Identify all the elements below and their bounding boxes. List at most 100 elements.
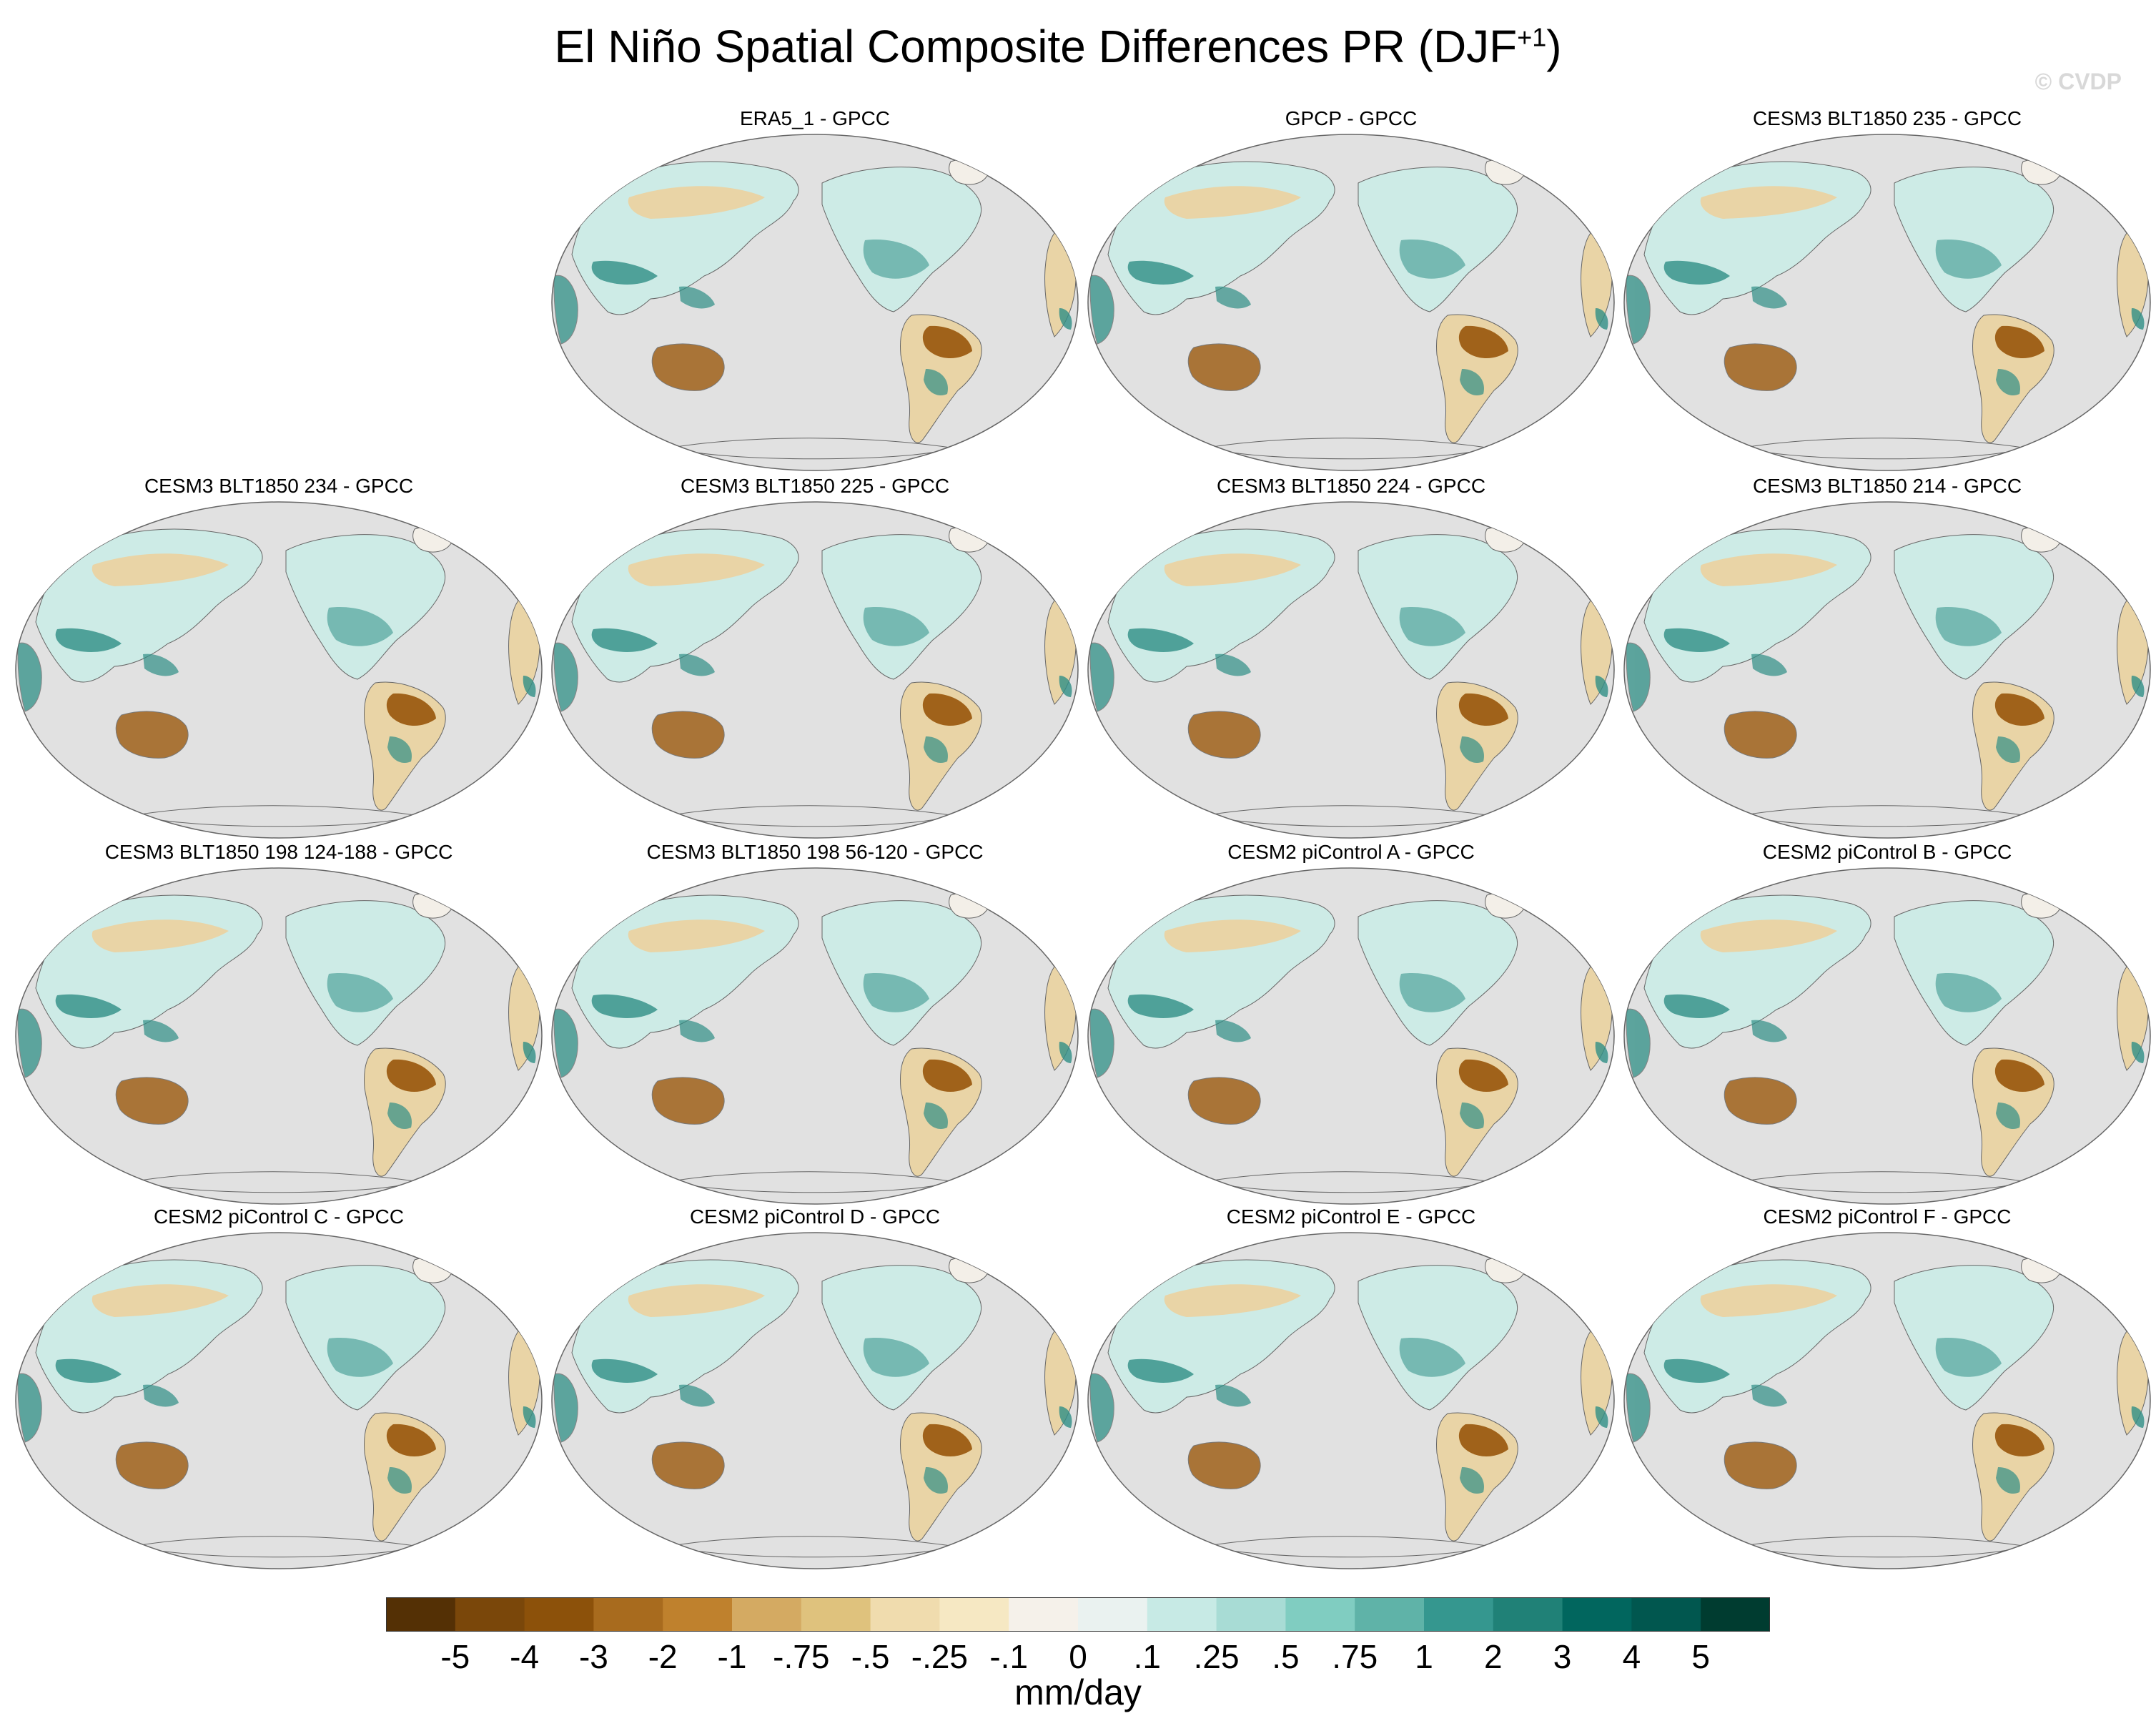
east-africa-wet-patch (1595, 308, 1608, 330)
south-america-wet-patch (1460, 1103, 1484, 1130)
maritime-continent (143, 654, 179, 676)
colorbar-tick-label: 1 (1415, 1638, 1433, 1675)
australia (651, 711, 725, 759)
panel-title: ERA5_1 - GPCC (739, 107, 891, 129)
colorbar-box (1493, 1597, 1563, 1632)
map-panel: CESM3 BLT1850 225 - GPCC (550, 475, 1079, 839)
north-america (1358, 900, 1518, 1046)
north-america (821, 167, 982, 312)
north-america-wet-patch (1399, 1338, 1465, 1377)
south-america-wet-patch (924, 369, 948, 396)
colorbar-tick-labels: -5 -4 -3 -2 -1 -.75 -.5 -.25 -.1 0 .1 .25 .5 .75 1 2 3 4 5 (386, 1637, 1770, 1675)
colorbar-frame (386, 1597, 1770, 1632)
north-america-wet-patch (1399, 240, 1465, 279)
eurasia-dry-patch (1164, 553, 1301, 586)
map-panel: CESM2 piControl E - GPCC (1087, 1205, 1616, 1570)
north-america (285, 900, 446, 1046)
maritime-continent (1751, 654, 1787, 676)
east-africa-wet-patch (2131, 1042, 2145, 1063)
south-asia-wet-patch (1663, 1358, 1730, 1383)
africa-west-edge (1626, 1008, 1651, 1078)
east-africa-wet-patch (523, 676, 536, 697)
north-america (821, 534, 982, 680)
colorbar-box (1009, 1597, 1079, 1632)
colorbar-box (801, 1597, 871, 1632)
amazon-dry-patch (1994, 325, 2044, 359)
east-africa-wet-patch (1059, 1406, 1072, 1428)
africa-west-edge (1626, 1373, 1651, 1443)
world-map (1087, 134, 1615, 471)
eurasia-dry-patch (92, 919, 229, 952)
north-america-wet-patch (327, 973, 393, 1012)
eurasia-dry-patch (1700, 553, 1837, 586)
maritime-continent (679, 1020, 715, 1042)
map-panel: GPCP - GPCC (1087, 107, 1616, 472)
north-america (285, 1265, 446, 1411)
australia (115, 1077, 189, 1125)
north-america (1358, 1265, 1518, 1411)
north-america-wet-patch (1399, 607, 1465, 646)
colorbar-box (1701, 1597, 1770, 1632)
eurasia-dry-patch (628, 186, 765, 219)
amazon-dry-patch (1994, 1059, 2044, 1093)
australia (1187, 711, 1261, 759)
amazon-dry-patch (1458, 693, 1508, 726)
amazon-dry-patch (922, 1424, 972, 1457)
australia (1724, 1441, 1797, 1489)
east-africa-wet-patch (1059, 308, 1072, 330)
eurasia-dry-patch (1700, 1284, 1837, 1317)
colorbar-box (1355, 1597, 1425, 1632)
australia (115, 711, 189, 759)
south-america-wet-patch (1996, 369, 2020, 396)
maritime-continent (679, 654, 715, 676)
north-america (1358, 167, 1518, 312)
panel-title: CESM3 BLT1850 224 - GPCC (1216, 475, 1486, 497)
world-map (1087, 1232, 1615, 1569)
africa-west-edge (1089, 642, 1114, 712)
south-america-wet-patch (924, 1467, 948, 1494)
colorbar-tick-label: -.75 (773, 1638, 830, 1675)
panel-title: CESM2 piControl D - GPCC (689, 1205, 941, 1228)
panel-title: CESM2 piControl A - GPCC (1227, 841, 1475, 863)
north-america-wet-patch (1935, 973, 2002, 1012)
colorbar-tick-label: -.5 (851, 1638, 890, 1675)
eurasia-dry-patch (1164, 1284, 1301, 1317)
maritime-continent (1215, 286, 1251, 309)
colorbar-tick-label: -.1 (989, 1638, 1029, 1675)
panel-title: GPCP - GPCC (1285, 107, 1418, 129)
amazon-dry-patch (1994, 1424, 2044, 1457)
maritime-continent (1751, 1384, 1787, 1407)
panel-title: CESM3 BLT1850 198 56-120 - GPCC (646, 841, 984, 863)
australia (651, 1441, 725, 1489)
map-panel: CESM3 BLT1850 198 124-188 - GPCC (14, 841, 543, 1205)
colorbar-tick-label: .25 (1193, 1638, 1240, 1675)
south-america-wet-patch (924, 1103, 948, 1130)
colorbar-units: mm/day (1014, 1672, 1142, 1712)
map-panel: CESM2 piControl D - GPCC (550, 1205, 1079, 1570)
colorbar-box (455, 1597, 525, 1632)
world-map (1623, 1232, 2151, 1569)
panel-title: CESM2 piControl B - GPCC (1762, 841, 2012, 863)
colorbar-box (1631, 1597, 1701, 1632)
eurasia-dry-patch (92, 553, 229, 586)
maritime-continent (1751, 1020, 1787, 1042)
north-america-wet-patch (327, 607, 393, 646)
eurasia-dry-patch (1164, 919, 1301, 952)
colorbar-tick-label: -4 (510, 1638, 540, 1675)
south-asia-wet-patch (1127, 260, 1194, 285)
africa-west-edge (1089, 1373, 1114, 1443)
eurasia-dry-patch (628, 919, 765, 952)
maritime-continent (143, 1020, 179, 1042)
title-superscript: +1 (1517, 22, 1547, 52)
world-map (551, 501, 1079, 839)
north-america-wet-patch (863, 973, 929, 1012)
africa-west-edge (553, 642, 578, 712)
south-asia-wet-patch (591, 260, 658, 285)
east-africa-wet-patch (523, 1406, 536, 1428)
south-asia-wet-patch (1127, 1358, 1194, 1383)
amazon-dry-patch (1458, 1059, 1508, 1093)
north-america (1894, 900, 2054, 1046)
colorbar-box (939, 1597, 1009, 1632)
eurasia-dry-patch (1700, 186, 1837, 219)
